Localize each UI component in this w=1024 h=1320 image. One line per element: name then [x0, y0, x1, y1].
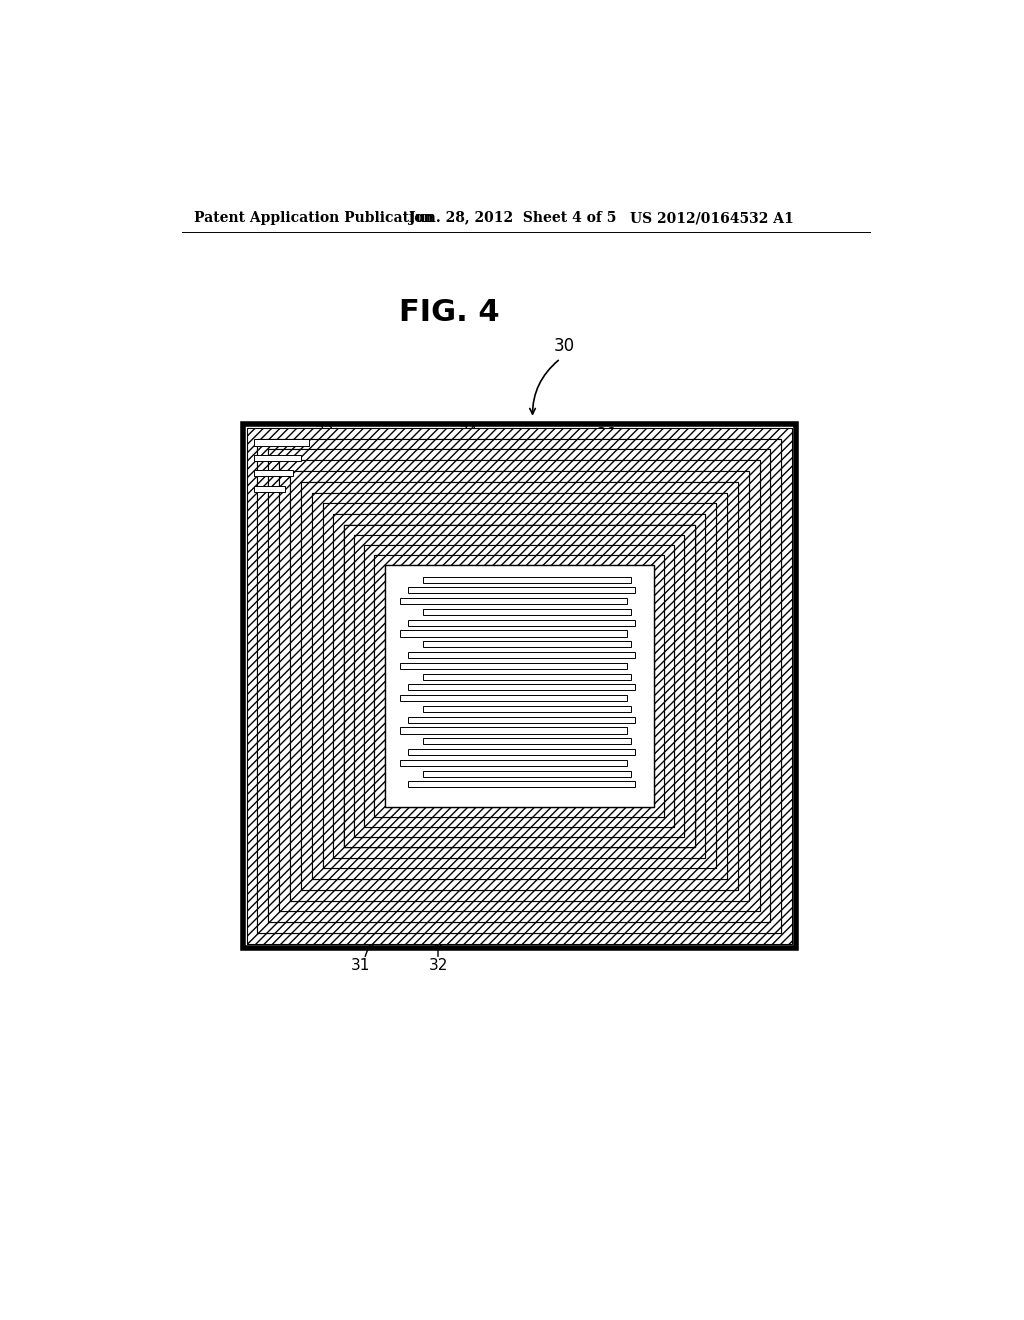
- Bar: [257, 438, 781, 933]
- Text: FIG. 4: FIG. 4: [399, 298, 500, 327]
- Bar: [254, 486, 286, 492]
- Text: Jun. 28, 2012  Sheet 4 of 5: Jun. 28, 2012 Sheet 4 of 5: [409, 211, 615, 226]
- Bar: [408, 684, 635, 690]
- Bar: [408, 619, 635, 626]
- Bar: [365, 545, 675, 826]
- Bar: [375, 554, 665, 817]
- Bar: [290, 471, 749, 900]
- Bar: [354, 535, 684, 837]
- Bar: [400, 598, 627, 605]
- Bar: [400, 631, 627, 636]
- Bar: [280, 461, 760, 911]
- Bar: [334, 515, 706, 858]
- Bar: [385, 565, 654, 807]
- Bar: [268, 449, 770, 923]
- Bar: [423, 738, 631, 744]
- Bar: [243, 424, 796, 948]
- Bar: [408, 748, 635, 755]
- Bar: [408, 781, 635, 788]
- Bar: [268, 449, 770, 923]
- Bar: [408, 587, 635, 594]
- Bar: [375, 554, 665, 817]
- Bar: [408, 652, 635, 659]
- Bar: [323, 503, 716, 869]
- Bar: [365, 545, 675, 826]
- Text: Patent Application Publication: Patent Application Publication: [194, 211, 433, 226]
- Bar: [344, 525, 694, 847]
- Text: 34A: 34A: [412, 450, 441, 465]
- Bar: [400, 696, 627, 701]
- Text: 32: 32: [428, 958, 447, 973]
- Text: 35: 35: [535, 450, 554, 465]
- Text: 31: 31: [351, 958, 371, 973]
- Text: 33: 33: [315, 425, 335, 440]
- Bar: [400, 727, 627, 734]
- Text: 34: 34: [460, 425, 478, 440]
- Bar: [408, 717, 635, 723]
- Bar: [301, 482, 738, 890]
- Bar: [254, 455, 301, 461]
- Bar: [280, 461, 760, 911]
- Bar: [247, 428, 793, 944]
- Bar: [354, 535, 684, 837]
- Bar: [400, 663, 627, 669]
- Bar: [311, 492, 727, 879]
- Bar: [254, 470, 293, 477]
- Bar: [423, 577, 631, 582]
- Bar: [423, 771, 631, 776]
- Bar: [344, 525, 694, 847]
- Text: 37: 37: [683, 450, 701, 465]
- Text: US 2012/0164532 A1: US 2012/0164532 A1: [630, 211, 794, 226]
- Bar: [323, 503, 716, 869]
- Bar: [385, 565, 654, 807]
- Bar: [301, 482, 738, 890]
- Bar: [257, 438, 781, 933]
- Bar: [290, 471, 749, 900]
- Bar: [423, 642, 631, 647]
- Text: 34B: 34B: [495, 450, 524, 465]
- Text: 33A: 33A: [260, 450, 290, 465]
- Bar: [254, 440, 308, 446]
- Bar: [423, 673, 631, 680]
- Bar: [423, 609, 631, 615]
- Bar: [334, 515, 706, 858]
- Bar: [400, 760, 627, 766]
- Bar: [311, 492, 727, 879]
- Bar: [423, 706, 631, 711]
- Text: 33B: 33B: [359, 450, 389, 465]
- Text: 36: 36: [597, 426, 616, 442]
- Text: 30: 30: [554, 337, 574, 355]
